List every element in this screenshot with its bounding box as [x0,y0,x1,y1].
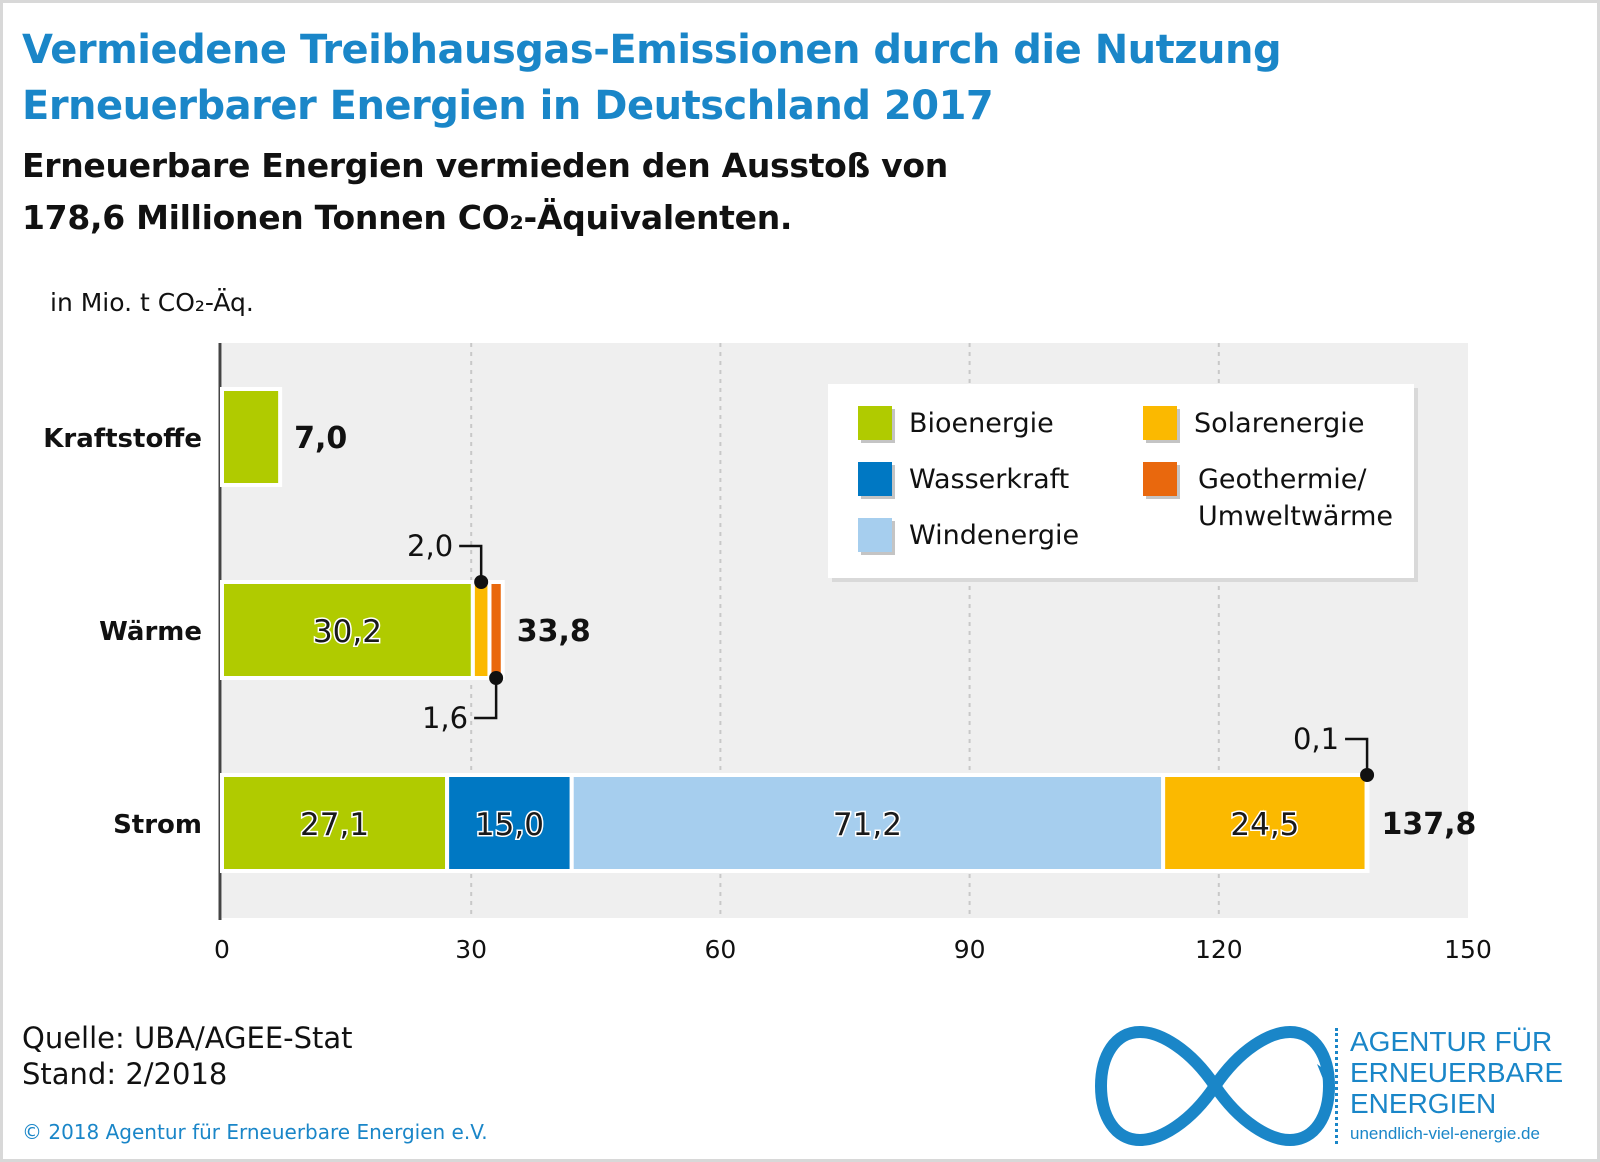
x-tick-label: 90 [954,935,986,964]
bar-total-label: 137,8 [1381,807,1476,842]
stacked-bar-chart: 0 30 60 90 120 150 Kraftstoffe Wärme Strom 7,0 30,… [43,343,1492,964]
x-tick-label: 0 [214,935,230,964]
callout-label: 0,1 [1293,722,1339,756]
x-tick-label: 30 [455,935,487,964]
bar-segment [1161,773,1369,873]
category-label: Strom [113,810,202,840]
callout-line [474,678,498,720]
bar-segment [445,773,574,873]
chart-subtitle: Erneuerbare Energien vermieden den Ausst… [22,140,948,244]
aee-logo: AGENTUR FÜR ERNEUERBARE ENERGIEN unendli… [1094,1024,1595,1148]
source-text: Quelle: UBA/AGEE-Stat [22,1021,353,1055]
legend-label: Bioenergie [909,408,1054,439]
category-label: Kraftstoffe [43,424,202,454]
bar-value-label: 71,2 [833,807,902,843]
legend-label: Geothermie/ [1198,464,1367,495]
legend-label: Umweltwärme [1198,501,1393,532]
bar-segment [569,773,1166,873]
stand-text: Stand: 2/2018 [22,1057,228,1091]
subtitle-line-2: 178,6 Millionen Tonnen CO₂-Äquivalenten. [22,198,793,237]
logo-line-3: ENERGIEN [1350,1088,1497,1119]
bar-segment [487,580,505,680]
bar-total-label: 7,0 [294,421,347,456]
bar-total-label: 33,8 [517,614,591,649]
subtitle-line-1: Erneuerbare Energien vermieden den Ausst… [22,146,948,185]
bar-segment [1364,773,1370,873]
title-line-2: Erneuerbarer Energien in Deutschland 201… [22,83,994,129]
legend-label: Solarenergie [1194,408,1364,439]
logo-line-2: ERNEUERBARE [1350,1057,1564,1088]
callout-line [459,544,483,582]
legend-label: Wasserkraft [909,464,1069,495]
legend-swatch [1143,462,1177,496]
legend-label: Windenergie [909,520,1079,551]
legend-swatch [858,462,892,496]
bar-value-label: 15,0 [475,807,544,843]
bar-segment [220,387,283,487]
x-tick-label: 120 [1195,935,1243,964]
callout-label: 1,6 [422,701,468,735]
copyright-text: © 2018 Agentur für Erneuerbare Energien … [22,1120,488,1144]
bar-segment [220,580,475,680]
legend-swatch [1143,406,1177,440]
bar-segment [470,580,492,680]
legend-box [828,384,1414,578]
x-tick-label: 150 [1444,935,1492,964]
chart-title: Vermiedene Treibhausgas-Emissionen durch… [22,22,1282,134]
logo-line-1: AGENTUR FÜR [1350,1026,1553,1057]
bar-value-label: 30,2 [313,614,382,650]
source-block: Quelle: UBA/AGEE-Stat Stand: 2/2018 [22,1020,353,1092]
callout-label: 2,0 [407,529,453,563]
category-label: Wärme [99,617,202,647]
bar-value-label: 27,1 [300,807,369,843]
infinity-logo-icon [1094,1025,1336,1147]
bar-value-label: 24,5 [1230,807,1299,843]
logo-url: unendlich-viel-energie.de [1350,1124,1540,1143]
callout-line [1345,737,1369,775]
logo-wordmark: AGENTUR FÜR ERNEUERBARE ENERGIEN [1350,1026,1563,1119]
legend-swatch [858,518,892,552]
x-tick-label: 60 [704,935,736,964]
unit-label: in Mio. t CO₂-Äq. [50,288,254,317]
legend-swatch [858,406,892,440]
title-line-1: Vermiedene Treibhausgas-Emissionen durch… [22,27,1282,73]
logo-separator [1335,1028,1338,1144]
